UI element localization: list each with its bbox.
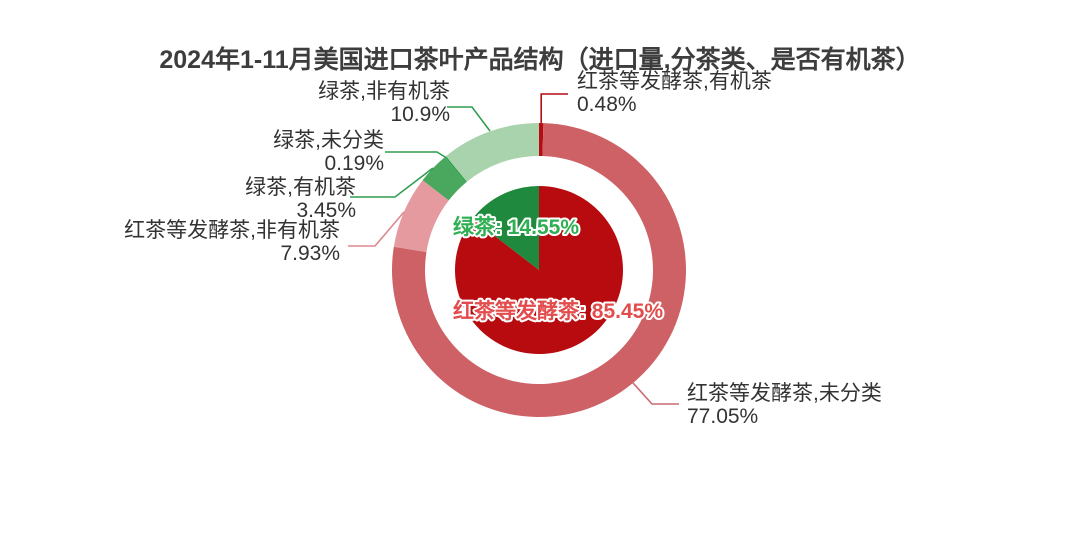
outer-label-pct: 0.48% xyxy=(577,93,637,116)
pie-slice-红茶等发酵茶,非有机茶[interactable] xyxy=(393,180,449,252)
chart-title: 2024年1-11月美国进口茶叶产品结构（进口量,分茶类、是否有机茶） xyxy=(159,46,921,74)
leader-line-green-tea-unclassified xyxy=(385,151,446,158)
outer-label-pct: 10.9% xyxy=(390,103,450,126)
outer-label-name: 红茶等发酵茶,有机茶 xyxy=(577,70,772,93)
outer-label-pct: 77.05% xyxy=(687,405,759,428)
outer-label-pct: 7.93% xyxy=(280,242,340,265)
outer-label-black-tea-nonorganic: 红茶等发酵茶,非有机茶 7.93% xyxy=(124,219,340,265)
leader-line-black-tea-unclassified xyxy=(632,382,679,405)
outer-label-name: 红茶等发酵茶,未分类 xyxy=(687,382,882,405)
pie-slice-绿茶,有机茶[interactable] xyxy=(422,157,466,201)
outer-label-pct: 3.45% xyxy=(296,199,356,222)
outer-label-black-tea-unclassified: 红茶等发酵茶,未分类 77.05% xyxy=(687,382,882,428)
inner-label-black-tea: 红茶等发酵茶: 85.45% xyxy=(453,299,663,323)
outer-label-name: 绿茶,未分类 xyxy=(273,129,384,152)
outer-label-green-tea-unclassified: 绿茶,未分类 0.19% xyxy=(273,129,384,175)
pie-slice-红茶等发酵茶,有机茶[interactable] xyxy=(539,123,544,157)
pie-slice-红茶等发酵茶[interactable] xyxy=(455,186,624,355)
outer-label-name: 绿茶,有机茶 xyxy=(245,176,356,199)
outer-label-name: 红茶等发酵茶,非有机茶 xyxy=(124,219,340,242)
pie-slice-绿茶,未分类[interactable] xyxy=(444,156,467,183)
pie-slices-group xyxy=(391,123,686,418)
leader-line-green-tea-organic xyxy=(350,167,434,198)
outer-label-pct: 0.19% xyxy=(324,152,384,175)
leader-line-green-tea-nonorganic xyxy=(447,106,491,132)
leader-line-black-tea-organic xyxy=(540,93,568,123)
outer-label-name: 绿茶,非有机茶 xyxy=(318,80,450,103)
outer-label-black-tea-organic: 红茶等发酵茶,有机茶 0.48% xyxy=(577,70,772,116)
pie-slice-绿茶,非有机茶[interactable] xyxy=(446,123,539,182)
outer-label-green-tea-nonorganic: 绿茶,非有机茶 10.9% xyxy=(318,80,450,126)
outer-label-green-tea-organic: 绿茶,有机茶 3.45% xyxy=(245,176,356,222)
leader-line-black-tea-nonorganic xyxy=(348,211,405,247)
inner-label-green-tea: 绿茶: 14.55% xyxy=(453,215,579,239)
pie-slice-绿茶[interactable] xyxy=(472,186,539,270)
